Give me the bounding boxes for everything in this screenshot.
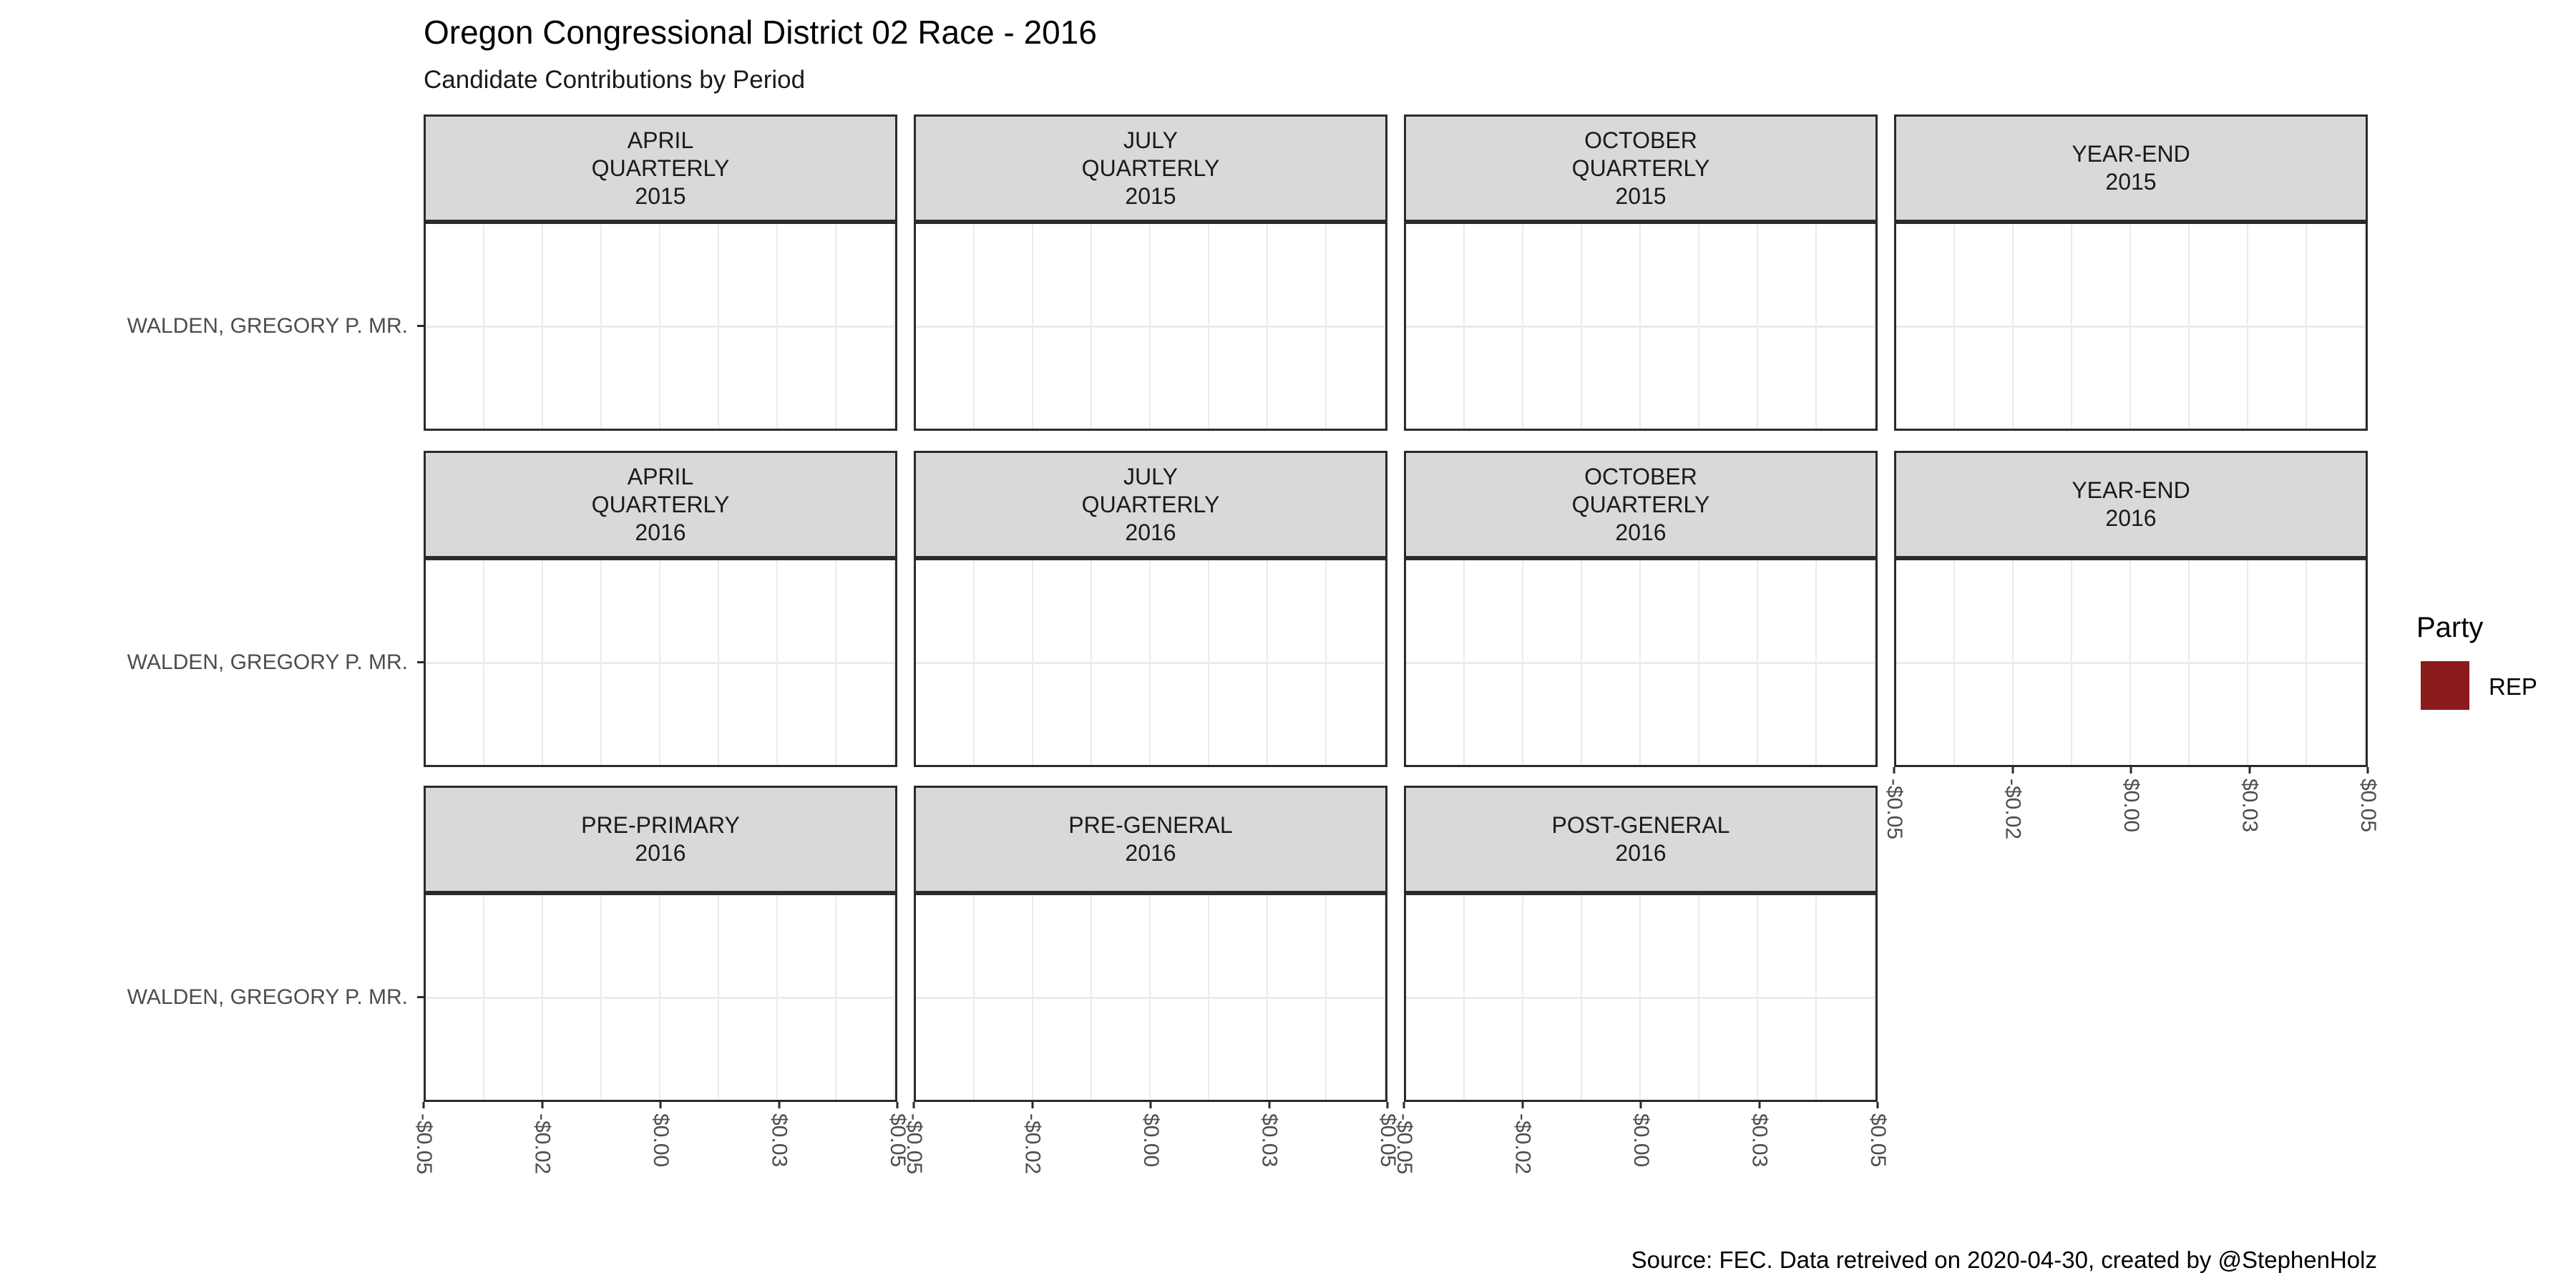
x-axis-tick-label: -$0.02 <box>1020 1113 1045 1175</box>
legend-swatch-rep <box>2421 661 2469 710</box>
x-axis-tick <box>1893 767 1896 774</box>
x-axis-tick <box>1402 1102 1405 1108</box>
chart-title: Oregon Congressional District 02 Race - … <box>424 14 1097 51</box>
legend-title: Party <box>2416 612 2484 643</box>
y-axis-label-row2: WALDEN, GREGORY P. MR. <box>127 650 408 674</box>
x-axis-tick-label: -$0.05 <box>1883 779 1906 840</box>
y-axis-label-row1: WALDEN, GREGORY P. MR. <box>127 314 408 338</box>
x-axis-tick <box>2248 767 2250 774</box>
x-axis-tick <box>1876 1102 1879 1108</box>
facet-strip-post-general-2016: POST-GENERAL 2016 <box>1404 786 1878 893</box>
x-axis-tick-label: $0.03 <box>2238 779 2262 833</box>
facet-strip-october-quarterly-2015: OCTOBER QUARTERLY 2015 <box>1404 114 1878 222</box>
y-axis-label-row3: WALDEN, GREGORY P. MR. <box>127 985 408 1009</box>
x-axis-tick-label: $0.03 <box>1747 1113 1772 1168</box>
x-axis-tick <box>659 1102 662 1108</box>
x-axis-tick <box>1521 1102 1523 1108</box>
x-axis-tick <box>1031 1102 1033 1108</box>
facet-panel-year-end-2016 <box>1894 558 2368 767</box>
facet-panel-october-quarterly-2016 <box>1404 558 1878 767</box>
facet-strip-july-quarterly-2016: JULY QUARTERLY 2016 <box>914 451 1387 558</box>
facet-panel-april-quarterly-2015 <box>424 222 897 431</box>
x-axis-tick-label: $0.00 <box>2119 779 2143 833</box>
x-axis-tick <box>422 1102 425 1108</box>
x-axis-tick-label: $0.05 <box>1866 1113 1890 1168</box>
x-axis-tick-label: -$0.02 <box>2001 779 2025 840</box>
x-axis-tick-label: -$0.02 <box>1511 1113 1535 1175</box>
x-axis-tick <box>778 1102 780 1108</box>
x-axis-tick <box>541 1102 543 1108</box>
x-axis-tick <box>1758 1102 1760 1108</box>
x-axis-tick <box>912 1102 915 1108</box>
facet-panel-post-general-2016 <box>1404 893 1878 1102</box>
y-axis-tick <box>417 661 424 663</box>
chart-subtitle: Candidate Contributions by Period <box>424 66 806 94</box>
x-axis-tick-label: -$0.05 <box>1392 1113 1416 1175</box>
facet-strip-pre-general-2016: PRE-GENERAL 2016 <box>914 786 1387 893</box>
x-axis-tick-label: -$0.02 <box>530 1113 555 1175</box>
facet-strip-year-end-2016: YEAR-END 2016 <box>1894 451 2368 558</box>
x-axis-tick-label: $0.03 <box>767 1113 791 1168</box>
x-axis-tick-label: $0.00 <box>1629 1113 1653 1168</box>
facet-panel-october-quarterly-2015 <box>1404 222 1878 431</box>
facet-strip-year-end-2015: YEAR-END 2015 <box>1894 114 2368 222</box>
x-axis-tick-label: $0.03 <box>1257 1113 1282 1168</box>
x-axis-tick-label: -$0.05 <box>902 1113 926 1175</box>
legend-label-rep: REP <box>2489 673 2537 700</box>
facet-panel-april-quarterly-2016 <box>424 558 897 767</box>
x-axis-tick-label: $0.00 <box>649 1113 673 1168</box>
y-axis-tick <box>417 325 424 327</box>
facet-panel-pre-primary-2016 <box>424 893 897 1102</box>
x-axis-tick-label: $0.05 <box>2356 779 2380 833</box>
x-axis: -$0.05 -$0.02 $0.00 $0.03 $0.05 <box>412 1102 909 1231</box>
x-axis: -$0.05 -$0.02 $0.00 $0.03 $0.05 <box>1392 1102 1890 1231</box>
source-caption: Source: FEC. Data retreived on 2020-04-3… <box>1631 1246 2377 1273</box>
x-axis: -$0.05 -$0.02 $0.00 $0.03 $0.05 <box>902 1102 1400 1231</box>
facet-panel-pre-general-2016 <box>914 893 1387 1102</box>
y-axis-tick <box>417 996 424 998</box>
x-axis-tick <box>1149 1102 1152 1108</box>
x-axis-tick <box>2129 767 2132 774</box>
x-axis: -$0.05 -$0.02 $0.00 $0.03 $0.05 <box>1883 767 2380 896</box>
facet-strip-october-quarterly-2016: OCTOBER QUARTERLY 2016 <box>1404 451 1878 558</box>
x-axis-tick <box>1639 1102 1642 1108</box>
x-axis-tick-label: -$0.05 <box>412 1113 436 1175</box>
facet-panel-year-end-2015 <box>1894 222 2368 431</box>
x-axis-tick <box>896 1102 899 1108</box>
x-axis-tick <box>1268 1102 1270 1108</box>
facet-strip-july-quarterly-2015: JULY QUARTERLY 2015 <box>914 114 1387 222</box>
facet-panel-july-quarterly-2015 <box>914 222 1387 431</box>
x-axis-tick-label: $0.00 <box>1139 1113 1163 1168</box>
x-axis-tick <box>2366 767 2369 774</box>
x-axis-tick <box>1386 1102 1389 1108</box>
x-axis-tick-label: $0.05 <box>1376 1113 1400 1168</box>
x-axis-tick <box>2011 767 2014 774</box>
facet-strip-pre-primary-2016: PRE-PRIMARY 2016 <box>424 786 897 893</box>
facet-panel-july-quarterly-2016 <box>914 558 1387 767</box>
x-axis-tick-label: $0.05 <box>886 1113 909 1168</box>
facet-strip-april-quarterly-2015: APRIL QUARTERLY 2015 <box>424 114 897 222</box>
facet-strip-april-quarterly-2016: APRIL QUARTERLY 2016 <box>424 451 897 558</box>
